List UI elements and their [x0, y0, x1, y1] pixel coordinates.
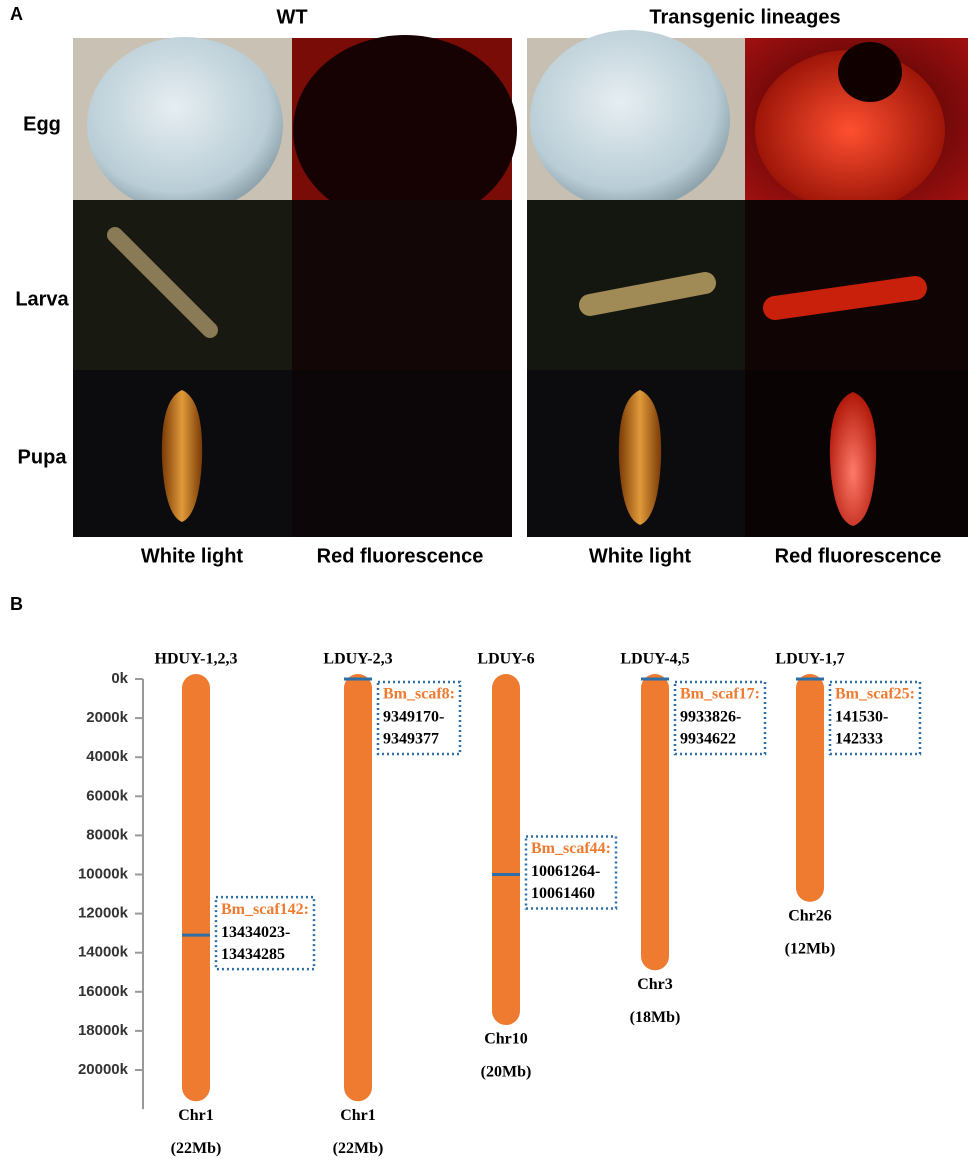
- y-tick-label: 2000k: [86, 709, 128, 726]
- chromosome-size: (22Mb): [333, 1140, 384, 1157]
- scaffold-name: Bm_scaf8:: [383, 686, 455, 703]
- range-end: 10061460: [531, 885, 595, 902]
- range-end: 9349377: [383, 731, 439, 748]
- chromosome-name: Chr3: [637, 976, 673, 993]
- photo-grid: [73, 30, 968, 537]
- chromosome-size: (12Mb): [785, 941, 836, 958]
- row-label: Larva: [15, 288, 69, 310]
- line-label: HDUY-1,2,3: [155, 651, 238, 668]
- y-tick-label: 18000k: [78, 1022, 129, 1039]
- box-border: [524, 835, 618, 910]
- range-start: 10061264-: [531, 863, 600, 880]
- scaffold-name: Bm_scaf25:: [835, 686, 915, 703]
- y-tick-label: 12000k: [78, 905, 129, 922]
- scaffold-name: Bm_scaf44:: [531, 840, 611, 857]
- chromosome-size: (20Mb): [481, 1064, 532, 1081]
- insertion-box: Bm_scaf44: 10061264- 10061460: [524, 835, 618, 910]
- chromosome-name: Chr1: [340, 1107, 376, 1124]
- line-label: LDUY-1,7: [775, 651, 844, 668]
- line-label: LDUY-2,3: [323, 651, 392, 668]
- chromosome-name: Chr10: [484, 1031, 528, 1048]
- column-label: Red fluorescence: [317, 545, 484, 567]
- column-label: Red fluorescence: [775, 545, 942, 567]
- chromosome: [796, 674, 824, 902]
- y-tick-label: 6000k: [86, 787, 128, 804]
- range-start: 13434023-: [221, 924, 290, 941]
- range-end: 9934622: [680, 731, 736, 748]
- column-label: White light: [589, 545, 692, 567]
- scaffold-name: Bm_scaf142:: [221, 901, 309, 918]
- box-border: [673, 680, 767, 756]
- box-border: [376, 680, 462, 756]
- range-end: 13434285: [221, 946, 285, 963]
- panel-label: B: [10, 594, 23, 614]
- range-start: 9933826-: [680, 709, 741, 726]
- chromosome-name: Chr26: [788, 908, 832, 925]
- row-label: Egg: [23, 113, 61, 135]
- insertion-box: Bm_scaf25: 141530- 142333: [828, 680, 922, 756]
- row-label: Pupa: [18, 446, 68, 468]
- insertion-box: Bm_scaf142: 13434023- 13434285: [214, 895, 316, 971]
- line-label: LDUY-4,5: [620, 651, 689, 668]
- column-label: White light: [141, 545, 244, 567]
- chromosome-size: (18Mb): [630, 1009, 681, 1026]
- y-tick-label: 0k: [111, 670, 128, 687]
- y-tick-label: 4000k: [86, 748, 128, 765]
- chromosome: [641, 674, 669, 971]
- range-start: 9349170-: [383, 709, 444, 726]
- y-tick-label: 8000k: [86, 826, 128, 843]
- line-label: LDUY-6: [477, 651, 534, 668]
- panel-label: A: [10, 4, 23, 24]
- range-start: 141530-: [835, 709, 888, 726]
- chromosome: [182, 674, 210, 1102]
- range-end: 142333: [835, 731, 883, 748]
- chromosome: [344, 674, 372, 1102]
- scaffold-name: Bm_scaf17:: [680, 686, 760, 703]
- chromosome-name: Chr1: [178, 1107, 214, 1124]
- group-title: WT: [276, 6, 307, 28]
- y-tick-label: 16000k: [78, 983, 129, 1000]
- y-tick-label: 20000k: [78, 1061, 129, 1078]
- chromosome-size: (22Mb): [171, 1140, 222, 1157]
- insertion-box: Bm_scaf17: 9933826- 9934622: [673, 680, 767, 756]
- box-border: [828, 680, 922, 756]
- y-tick-label: 10000k: [78, 865, 129, 882]
- y-tick-label: 14000k: [78, 944, 129, 961]
- group-title: Transgenic lineages: [649, 6, 840, 28]
- insertion-box: Bm_scaf8: 9349170- 9349377: [376, 680, 462, 756]
- chromosome: [492, 674, 520, 1026]
